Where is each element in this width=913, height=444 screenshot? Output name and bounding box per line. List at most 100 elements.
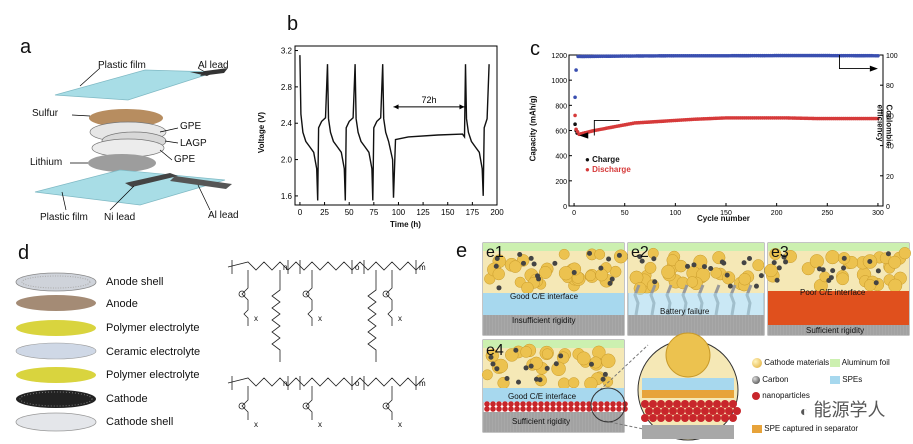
e3-bottom-text: Sufficient rigidity [806, 326, 865, 335]
chart-b-xtick-label: 0 [298, 208, 303, 217]
chart-b-xtick-label: 25 [320, 208, 329, 217]
carbon-particle [571, 270, 577, 276]
zoom-nanoparticle [665, 414, 673, 422]
cathode-particle [585, 270, 596, 282]
panel-c-letter: c [530, 38, 540, 60]
cathode-particle [568, 377, 580, 389]
cathode-disc [16, 390, 96, 408]
cathode-particle [809, 254, 824, 269]
carbon-particle [607, 280, 613, 286]
label-e3: e3 [771, 244, 789, 261]
e2-spe-layer [628, 293, 764, 315]
carbon-particle [637, 254, 643, 260]
crosslink-1 [271, 270, 281, 362]
cathode-particle [520, 346, 533, 358]
battery-stack-illustration [34, 67, 232, 211]
sulfur-disc [89, 109, 163, 127]
nanoparticle [592, 401, 598, 407]
subscript-x-1: x [254, 314, 258, 323]
al-lead-top [200, 68, 228, 76]
nanoparticle [538, 401, 544, 407]
label-lithium: Lithium [30, 157, 63, 168]
chart-c-y2tick-label: 0 [886, 204, 890, 211]
legend-cathode: Cathode materials [752, 358, 829, 368]
lithium-base-layer [768, 325, 909, 335]
nanoparticle [610, 406, 616, 412]
cathode-particle [710, 267, 722, 279]
subscript-n-bottom: n [283, 379, 288, 388]
nanoparticle [544, 406, 550, 412]
chart-c-ytick-label: 600 [555, 129, 567, 136]
cathode-particle [863, 279, 877, 292]
polymer-electrolyte-disc-2 [16, 367, 96, 383]
label-sulfur: Sulfur [32, 108, 59, 119]
subscript-o-bottom: o [355, 379, 360, 388]
cathode-particle [481, 369, 493, 381]
zoom-nanoparticle [713, 400, 721, 408]
layer-label-0: Anode shell [106, 276, 164, 288]
carbon-particle [724, 272, 730, 278]
polymer-structure [227, 260, 425, 420]
e2-text: Battery failure [660, 307, 710, 316]
e1-bottom-text: Insufficient rigidity [512, 316, 576, 325]
carbon-particle [588, 361, 594, 367]
chart-c-ytick-label: 1200 [551, 53, 567, 60]
zoom-nanoparticle [689, 414, 697, 422]
nanoparticle [502, 401, 508, 407]
chart-b-xtick-label: 75 [369, 208, 378, 217]
spes-swatch [830, 375, 840, 384]
nanoparticle [538, 406, 544, 412]
zoom-sep-band [642, 390, 734, 398]
nanoparticle [532, 401, 538, 407]
nanoparticle [616, 406, 622, 412]
lithium-disc [88, 154, 156, 172]
carbon-particle [828, 275, 834, 281]
panel-e-letter: e [456, 240, 468, 262]
carbon-particle [494, 256, 500, 262]
zoom-source-circle [590, 387, 626, 423]
zoom-nanoparticle [733, 407, 741, 415]
chart-c-y2tick-label: 100 [886, 53, 898, 60]
subscript-x-5: x [318, 420, 322, 429]
zoom-nanoparticle [657, 414, 665, 422]
ceramic-electrolyte-disc [15, 342, 97, 360]
chart-b-ytick-label: 2.0 [281, 156, 293, 165]
chart-c-arrow-left [593, 119, 620, 136]
chart-b-xlabel: Time (h) [390, 220, 421, 229]
coin-cell-stack [15, 272, 97, 432]
carbon-particle [490, 361, 496, 367]
carbon-particle [841, 265, 847, 271]
chart-b-ytick-label: 3.2 [281, 47, 293, 56]
carbon-particle [820, 267, 826, 273]
chart-c-y2tick-label: 20 [886, 174, 894, 181]
zoom-nanoparticle [645, 407, 653, 415]
chart-c-ytick-label: 200 [555, 179, 567, 186]
carbon-particle [553, 361, 559, 367]
cathode-particle [558, 266, 574, 281]
zoom-nanoparticle [717, 407, 725, 415]
nanoparticle [502, 406, 508, 412]
layer-label-5: Cathode [106, 393, 148, 405]
cathode-particle [888, 278, 903, 293]
legend-spe-sep: SPE captured in separator [752, 424, 858, 433]
carbon-particle [523, 365, 529, 371]
al-lead-bottom [170, 176, 232, 189]
carbon-particle [873, 280, 879, 286]
zoom-nanoparticle [665, 400, 673, 408]
zoom-nanoparticle [701, 407, 709, 415]
nanoparticle [520, 401, 526, 407]
wechat-icon: ◐ [800, 403, 809, 419]
zoom-line-top [599, 344, 649, 391]
label-plastic-film-top: Plastic film [98, 60, 146, 71]
chart-b-ytick-label: 2.8 [281, 83, 293, 92]
cathode-particle [738, 272, 751, 286]
carbon-particle [528, 255, 534, 261]
nanoparticle [514, 406, 520, 412]
nanoparticle [550, 401, 556, 407]
zoom-nanoparticle [661, 407, 669, 415]
nanoparticle [496, 406, 502, 412]
nanoparticle [604, 406, 610, 412]
zoom-nanoparticle [713, 414, 721, 422]
chart-b-ytick-label: 2.4 [281, 119, 293, 128]
anode-disc [16, 295, 96, 311]
